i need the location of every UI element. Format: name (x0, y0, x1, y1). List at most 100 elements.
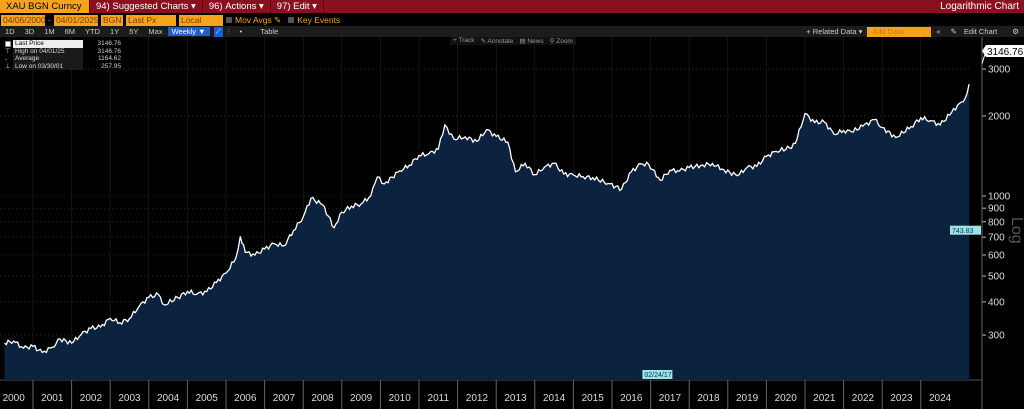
legend-value: 3146.76 (97, 40, 122, 47)
legend-high-icon: ⊤ (5, 48, 11, 56)
related-data-button[interactable]: + Related Data ▾ (806, 27, 863, 36)
x-tick-label: 2001 (41, 393, 64, 404)
edit-chart-label: Edit Chart (963, 27, 998, 36)
legend-average[interactable]: - Average 1164.62 (5, 55, 121, 63)
chart-tools: + Track ✎ Annotate ▤ News ⚲ Zoom (450, 37, 576, 45)
menu-label: Edit (293, 1, 310, 12)
legend-low-icon: ⊥ (5, 63, 11, 71)
tool-label: Annotate (487, 38, 514, 45)
legend-name: Low on 03/30/01 (13, 62, 83, 70)
last-price-tag (982, 45, 1024, 57)
legend-low[interactable]: ⊥ Low on 03/30/01 257.95 (5, 62, 121, 71)
add-data-input[interactable]: Add Data (867, 26, 932, 37)
period-1m[interactable]: 1M (44, 27, 55, 36)
x-tick-label: 2006 (234, 393, 257, 404)
menu-num: 96) (208, 1, 223, 12)
x-tick-label: 2021 (813, 393, 836, 404)
x-tick-label: 2010 (389, 393, 412, 404)
legend-value: 3146.76 (97, 47, 122, 55)
menu-num: 94) (96, 1, 110, 12)
x-tick-label: 2023 (890, 393, 913, 404)
x-tick-label: 2024 (929, 393, 952, 404)
zoom-tool[interactable]: ⚲ Zoom (549, 38, 573, 45)
currency-select[interactable]: Local CCY (179, 14, 223, 36)
y-tick-label: 800 (988, 217, 1005, 228)
gear-icon[interactable]: ⚙ (1012, 27, 1019, 36)
title-bar: XAU BGN Curncy 94) Suggested Charts ▾ 96… (0, 0, 1024, 13)
period-3d[interactable]: 3D (24, 27, 35, 36)
mov-avgs-label: Mov Avgs (235, 15, 272, 25)
line-chart-icon[interactable]: ⟋ (213, 26, 223, 37)
scale-label: Log (1008, 217, 1024, 244)
x-tick-label: 2003 (118, 393, 141, 404)
y-tick-label: 600 (988, 251, 1005, 262)
y-tick-label: 2000 (988, 111, 1011, 122)
y-tick-label: 400 (988, 297, 1005, 308)
x-tick-label: 2019 (736, 393, 759, 404)
x-tick-label: 2022 (852, 393, 875, 404)
legend-value: 257.95 (101, 62, 121, 70)
menu-edit[interactable]: 97) Edit ▾ (270, 0, 324, 13)
key-events-label: Key Events (297, 15, 341, 25)
collapse-icon[interactable]: « (936, 27, 941, 36)
x-tick-label: 2013 (504, 393, 527, 404)
x-tick-label: 2016 (620, 393, 643, 404)
mov-avgs-checkbox[interactable]: Mov Avgs ✎ (226, 15, 281, 26)
legend-value: 1164.62 (97, 55, 121, 62)
chart-type-title: Logarithmic Chart (940, 1, 1019, 12)
security-field[interactable]: XAU BGN Curncy (0, 0, 90, 13)
legend-name: Last Price (13, 40, 83, 48)
period-1y[interactable]: 1Y (110, 27, 120, 36)
menu-suggested-charts[interactable]: 94) Suggested Charts ▾ (90, 0, 203, 13)
legend-last-price[interactable]: Last Price 3146.76 (5, 40, 121, 48)
legend-high[interactable]: ⊤ High on 04/01/25 3146.76 (5, 47, 122, 56)
crosshair-price-tag (950, 225, 981, 235)
crosshair-price-label: 743.83 (952, 228, 974, 235)
key-events-checkbox[interactable]: Key Events (288, 15, 340, 25)
field-input[interactable]: Last Px (126, 14, 176, 26)
x-tick-label: 2000 (3, 393, 26, 404)
source-input[interactable]: BGN (101, 14, 123, 26)
y-tick-label: 300 (988, 331, 1005, 342)
menu-label: Actions (225, 1, 257, 12)
y-tick-label: 3000 (988, 65, 1011, 76)
period-ytd[interactable]: YTD (85, 27, 101, 36)
table-button[interactable]: Table (260, 27, 279, 36)
bar-chart-icon[interactable]: ⫶ (227, 26, 230, 36)
period-1d[interactable]: 1D (5, 27, 15, 36)
x-tick-label: 2012 (466, 393, 489, 404)
x-tick-label: 2020 (775, 393, 798, 404)
x-tick-label: 2004 (157, 393, 180, 404)
end-date-input[interactable]: 04/01/2025 (54, 14, 99, 26)
x-tick-label: 2005 (196, 393, 219, 404)
price-line (4, 83, 970, 354)
x-tick-label: 2014 (543, 393, 566, 404)
period-6m[interactable]: 6M (64, 27, 76, 36)
frequency-select[interactable]: Weekly ▼ (167, 27, 210, 36)
menu-actions[interactable]: 96) Actions ▾ (202, 0, 271, 13)
y-tick-label: 500 (988, 272, 1005, 283)
period-5y[interactable]: 5Y (129, 27, 139, 36)
start-date-input[interactable]: 04/06/2000 (1, 14, 46, 26)
track-tool[interactable]: + Track (453, 37, 475, 44)
news-tool[interactable]: ▤ News (519, 38, 544, 45)
edit-chart-button[interactable]: ✎ Edit Chart (946, 27, 1008, 36)
date-separator: - (48, 15, 51, 25)
legend-swatch-icon (5, 40, 11, 47)
x-tick-label: 2017 (659, 393, 682, 404)
controls-bar: 04/06/2000 - 04/01/2025 BGN Last Px Loca… (0, 14, 340, 36)
more-dot-icon[interactable]: • (239, 27, 243, 36)
period-toolbar: 1D 3D 1M 6M YTD 1Y 5Y Max Weekly ▼ ⟋ ⫶ •… (0, 26, 1024, 37)
period-max[interactable]: Max (148, 27, 163, 36)
menu-label: Suggested Charts (112, 1, 189, 12)
x-tick-label: 2015 (582, 393, 605, 404)
legend-name: Average (13, 55, 83, 63)
y-tick-label: 1000 (988, 192, 1011, 203)
legend-name: High on 04/01/25 (13, 47, 83, 55)
x-tick-label: 2018 (697, 393, 720, 404)
y-tick-label: 700 (988, 233, 1005, 244)
x-tick-label: 2011 (428, 393, 450, 404)
annotate-tool[interactable]: ✎ Annotate (480, 38, 514, 45)
tool-label: Zoom (556, 38, 573, 45)
